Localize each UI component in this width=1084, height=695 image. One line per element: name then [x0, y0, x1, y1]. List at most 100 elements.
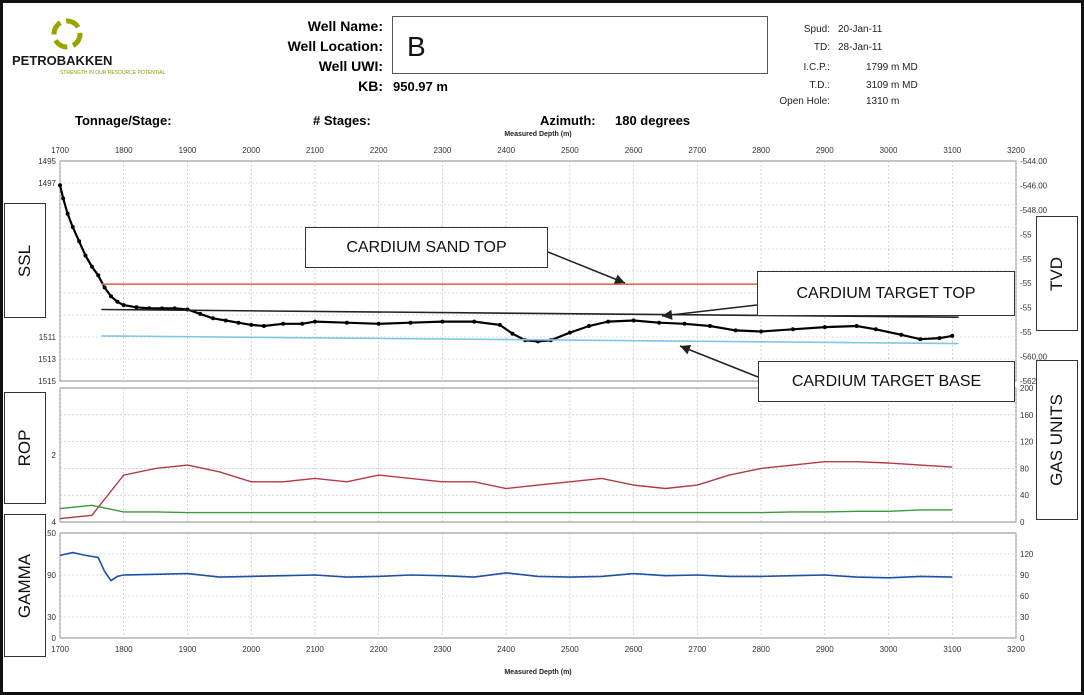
x-tick-top: 3100 — [943, 146, 961, 155]
x-tick-bottom: 1900 — [179, 645, 197, 654]
well-path-point — [344, 320, 349, 325]
tonnage-label: Tonnage/Stage: — [75, 113, 172, 128]
y-tick-right: -544.00 — [1020, 157, 1048, 166]
x-tick-top: 3200 — [1007, 146, 1025, 155]
well-path-point — [510, 331, 515, 336]
tdd-label: T.D.: — [809, 80, 830, 91]
x-tick-top: 2800 — [752, 146, 770, 155]
y-tick-right: 30 — [1020, 613, 1029, 622]
arrow-target-top — [661, 304, 758, 317]
well-path-point — [108, 294, 113, 299]
y-tick-right: 0 — [1020, 634, 1025, 643]
well-path-point — [708, 324, 713, 328]
y-tick-left: 30 — [47, 613, 56, 622]
y-tick-left: 90 — [47, 571, 56, 580]
y-tick-right: 120 — [1020, 550, 1034, 559]
y-tick-right: 120 — [1020, 438, 1034, 447]
well-path-point — [236, 320, 241, 325]
y-tick-left: 4 — [52, 518, 57, 527]
y-tick-left: 1497 — [38, 179, 56, 188]
y-tick-left: 1513 — [38, 355, 56, 364]
x-tick-top: 1700 — [51, 146, 69, 155]
y-tick-right: 160 — [1020, 411, 1034, 420]
well-path-point — [102, 285, 107, 290]
gamma-label-box: GAMMA — [4, 514, 46, 657]
x-tick-top: 2200 — [370, 146, 388, 155]
well-path-point — [312, 319, 317, 324]
x-tick-top: 2500 — [561, 146, 579, 155]
well-path-point — [606, 319, 611, 324]
y-tick-left: 1511 — [39, 333, 57, 342]
gas-units-label: GAS UNITS — [1047, 394, 1066, 486]
x-tick-bottom: 2600 — [625, 645, 643, 654]
x-tick-bottom: 2400 — [497, 645, 515, 654]
x-tick-top: 2000 — [242, 146, 260, 155]
well-path-point — [58, 183, 62, 188]
x-tick-top: 2100 — [306, 146, 324, 155]
azimuth-label: Azimuth: — [540, 113, 596, 128]
y-tick-right: -55 — [1020, 255, 1032, 264]
x-tick-bottom: 3100 — [943, 645, 961, 654]
gamma-label: GAMMA — [15, 553, 34, 618]
well-path-point — [89, 264, 94, 269]
y-tick-right: 90 — [1020, 571, 1029, 580]
well-path-point — [376, 321, 381, 326]
y-tick-left: 2 — [52, 451, 57, 460]
well-path-point — [96, 273, 101, 278]
y-tick-left: 0 — [52, 634, 57, 643]
series-gas — [59, 504, 953, 514]
well-path-point — [65, 211, 70, 216]
arrow-sand-top — [547, 251, 626, 284]
openhole-label: Open Hole: — [779, 96, 830, 107]
y-tick-left: 1495 — [38, 157, 56, 166]
well-path-point — [223, 318, 228, 323]
well-path-point — [261, 324, 266, 328]
x-tick-top: 1800 — [115, 146, 133, 155]
x-tick-bottom: 2100 — [306, 645, 324, 654]
well-uwi-label: Well UWI: — [318, 58, 383, 74]
well-path-point — [937, 336, 942, 341]
well-path-point — [586, 324, 591, 328]
y-tick-right: -55 — [1020, 328, 1032, 337]
well-location-label: Well Location: — [287, 38, 383, 54]
x-axis-title-bottom: Measured Depth (m) — [504, 669, 571, 676]
x-tick-top: 3000 — [880, 146, 898, 155]
arrow-sand-top-head — [613, 274, 625, 284]
x-tick-bottom: 2200 — [370, 645, 388, 654]
x-tick-bottom: 2000 — [242, 645, 260, 654]
y-tick-right: 40 — [1020, 491, 1029, 500]
well-path-point — [822, 325, 827, 330]
well-path-point — [790, 327, 795, 332]
well-path-point — [408, 320, 413, 325]
x-tick-top: 2900 — [816, 146, 834, 155]
x-tick-bottom: 2500 — [561, 645, 579, 654]
y-tick-right: -55 — [1020, 279, 1032, 288]
icp-label: I.C.P.: — [803, 62, 831, 73]
tvd-label: TVD — [1047, 256, 1066, 291]
well-path-point — [854, 324, 859, 328]
icp-value: 1799 m MD — [866, 62, 918, 73]
spud-label: Spud: — [803, 24, 830, 35]
panel-1-border — [59, 387, 1017, 523]
series-rop — [59, 461, 953, 520]
openhole-value: 1310 m — [866, 96, 900, 107]
gas-units-label-box: GAS UNITS — [1036, 360, 1078, 520]
well-path-point — [115, 299, 120, 304]
y-tick-right: -548.00 — [1020, 206, 1048, 215]
logo-tagline: STRENGTH IN OUR RESOURCE POTENTIAL — [60, 70, 166, 76]
arrow-target-base — [679, 345, 759, 378]
well-path-point — [121, 303, 126, 308]
ssl-label-box: SSL — [4, 203, 46, 318]
series-target_base — [101, 335, 959, 345]
ssl-label: SSL — [15, 244, 34, 277]
x-tick-bottom: 3000 — [880, 645, 898, 654]
well-path-point — [899, 332, 904, 337]
well-path-point — [657, 320, 662, 325]
y-tick-right: 60 — [1020, 592, 1029, 601]
well-path-point — [918, 337, 923, 342]
well-path-point — [733, 328, 738, 333]
x-tick-top: 2300 — [434, 146, 452, 155]
azimuth-value: 180 degrees — [615, 113, 691, 128]
well-path-point — [210, 316, 215, 321]
